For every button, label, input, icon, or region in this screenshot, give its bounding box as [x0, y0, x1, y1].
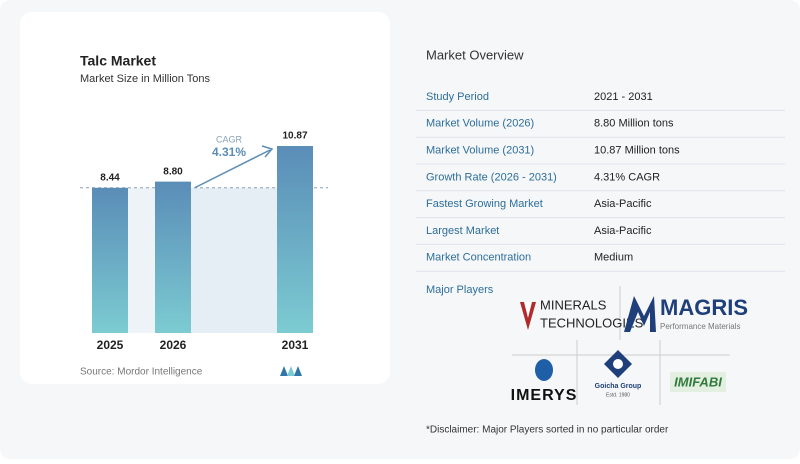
logo-text: IMIFABI: [674, 374, 722, 389]
row-value: 8.80 Million tons: [594, 118, 674, 130]
band: [128, 187, 155, 333]
row-value: 4.31% CAGR: [594, 171, 660, 183]
value-label: 8.44: [100, 172, 120, 183]
value-label: 10.87: [282, 131, 307, 142]
row-value: 2021 - 2031: [594, 91, 653, 103]
overview-table: Study Period 2021 - 2031 Market Volume (20…: [416, 91, 785, 272]
logo-goicha: Goicha Group Estd. 1980: [595, 350, 642, 398]
cagr-arrow: [194, 149, 271, 189]
logo-text: Goicha Group: [595, 383, 642, 390]
row-label: Market Volume (2026): [426, 118, 534, 130]
band: [191, 187, 277, 333]
source-logo: [280, 366, 302, 376]
logo-text: Estd. 1980: [606, 392, 630, 398]
source: Source: Mordor Intelligence: [80, 367, 203, 378]
bar: [92, 187, 128, 333]
logo-text: IMERYS: [511, 387, 578, 404]
row-value: Asia-Pacific: [594, 225, 652, 237]
row-label: Study Period: [426, 91, 489, 103]
annotation-value: 4.31%: [212, 145, 246, 159]
x-tick-label: 2031: [282, 338, 309, 352]
logo-text: MINERALS: [540, 297, 607, 312]
row-label: Market Concentration: [426, 252, 531, 264]
row-value: Medium: [594, 252, 633, 264]
cagr-arrowhead: [261, 145, 274, 158]
logo-minerals: MINERALS TECHNOLOGIES: [520, 297, 644, 330]
row-label: Fastest Growing Market: [426, 198, 543, 210]
x-tick-label: 2026: [160, 338, 187, 352]
chart-subtitle: Market Size in Million Tons: [80, 73, 211, 85]
bar: [155, 181, 191, 333]
row-label: Growth Rate (2026 - 2031): [426, 171, 557, 183]
value-label: 8.80: [163, 166, 183, 177]
logo-imifabi: IMIFABI: [670, 372, 726, 392]
disclaimer: *Disclaimer: Major Players sorted in no …: [426, 425, 669, 436]
logo-text: TECHNOLOGIES: [540, 315, 644, 330]
logo-imerys: IMERYS: [511, 359, 578, 404]
row-value: Asia-Pacific: [594, 198, 652, 210]
overview-title: Market Overview: [426, 47, 524, 62]
logo-text: Performance Materials: [660, 322, 740, 331]
chart-title: Talc Market: [80, 53, 156, 69]
row-label: Largest Market: [426, 225, 499, 237]
row-label: Market Volume (2031): [426, 145, 534, 157]
row-value: 10.87 Million tons: [594, 145, 680, 157]
logo-magris: MAGRIS Performance Materials: [624, 295, 748, 332]
players-title: Major Players: [426, 284, 494, 296]
bar: [277, 146, 313, 333]
logo-text: MAGRIS: [660, 295, 748, 320]
x-tick-label: 2025: [97, 338, 124, 352]
annotation-label: CAGR: [216, 134, 243, 144]
plot: 8.44 2025 8.80 2026 10.87 2031: [80, 131, 328, 352]
